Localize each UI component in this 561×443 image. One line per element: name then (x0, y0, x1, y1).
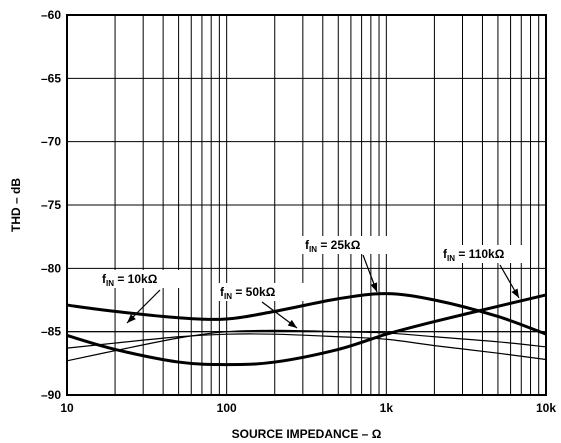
annotation-background (99, 270, 187, 288)
series-line-3 (66, 293, 547, 367)
series-line-2 (66, 333, 547, 361)
y-axis-title: THD – dB (9, 178, 23, 232)
series-line-0 (66, 292, 547, 336)
plot-frame (66, 14, 547, 396)
x-axis-title: SOURCE IMPEDANCE – Ω (232, 427, 382, 441)
annotations: fIN = 10kΩ fIN = 50kΩ fIN = 25kΩ fIN = 110k… (99, 236, 528, 329)
y-tick-label: –85 (41, 325, 61, 339)
y-tick-label: –65 (41, 71, 61, 85)
series-lines (66, 292, 547, 367)
grid-lines (67, 15, 546, 395)
series-annotation-label: fIN = 50kΩ (220, 285, 276, 301)
annotation-background (217, 283, 305, 301)
y-tick-label: –75 (41, 198, 61, 212)
annotation-arrow-head (511, 288, 519, 298)
tick-labels: 10 100 1k 10k –60 –65 –70 –75 –80 –85 –90 (41, 8, 556, 415)
annotation-background (302, 236, 390, 254)
series-line-1 (66, 329, 547, 362)
x-tick-label: 100 (217, 401, 237, 415)
series-annotation-label: fIN = 10kΩ (102, 272, 158, 288)
y-tick-label: –60 (41, 8, 61, 22)
series-annotation-label: fIN = 110kΩ (443, 247, 505, 263)
series-annotation-label: fIN = 25kΩ (305, 238, 361, 254)
annotation-background (440, 245, 528, 263)
x-tick-label: 1k (380, 401, 394, 415)
y-tick-label: –90 (41, 388, 61, 402)
annotation-arrow-head (127, 314, 136, 323)
y-tick-label: –70 (41, 135, 61, 149)
y-tick-label: –80 (41, 261, 61, 275)
annotation-arrow-head (370, 282, 378, 292)
annotation-arrow-head (287, 319, 297, 328)
x-tick-label: 10k (536, 401, 556, 415)
x-tick-label: 10 (60, 401, 74, 415)
